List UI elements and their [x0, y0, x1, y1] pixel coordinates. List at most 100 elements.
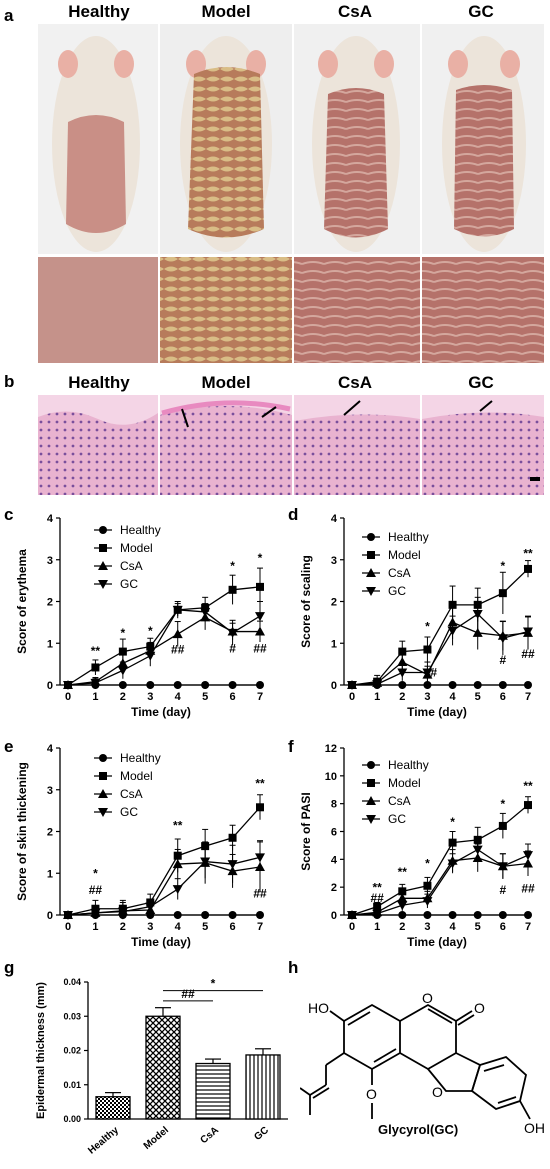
x-tick-label: 0 [349, 691, 355, 703]
data-point-gc [255, 612, 265, 622]
data-point-gc [397, 901, 408, 911]
legend-marker [367, 551, 375, 559]
significance-mark: * [93, 866, 98, 880]
closeup-model [160, 257, 292, 363]
data-point-gc [497, 862, 508, 872]
significance-mark: * [425, 857, 430, 871]
data-point-healthy [173, 911, 182, 919]
x-axis-label: Time (day) [131, 935, 191, 949]
methoxy-o-text: O [366, 1086, 377, 1102]
data-point-healthy [201, 681, 210, 689]
data-point-gc [372, 680, 383, 690]
glycyrol-structure: HO OH O O O O [300, 990, 545, 1136]
bar-model [145, 1015, 181, 1120]
data-point-healthy [228, 911, 237, 919]
y-tick-label: 1 [47, 868, 53, 880]
y-tick-label: 1 [331, 638, 337, 650]
significance-mark: ** [173, 818, 183, 832]
significance-mark: ## [181, 987, 195, 1001]
series-line-gc [351, 613, 529, 686]
legend-marker [98, 580, 108, 589]
x-tick-label: 6 [500, 921, 506, 933]
y-tick-label: 2 [47, 597, 53, 609]
significance-mark: * [258, 551, 263, 565]
y-tick-label: 0.02 [63, 1046, 81, 1056]
y-tick-label: 12 [325, 743, 337, 755]
y-tick-label: 0 [47, 680, 53, 692]
significance-mark: * [425, 620, 430, 634]
legend-label: Healthy [120, 523, 161, 537]
ho-text: HO [308, 1000, 329, 1016]
legend-marker [99, 772, 107, 780]
x-tick-label: 2 [120, 691, 126, 703]
panel-label-f: f [288, 737, 294, 756]
significance-mark: # [430, 666, 437, 680]
data-point-gc [422, 897, 433, 907]
data-point-healthy [146, 681, 155, 689]
legend-marker [98, 561, 108, 570]
data-point-gc [447, 626, 458, 636]
bar-gc [245, 1054, 281, 1120]
series-line-model [67, 806, 261, 916]
closeup-csa [294, 257, 420, 363]
y-tick-label: 0.00 [63, 1114, 81, 1124]
data-point-gc [227, 860, 238, 870]
legend-marker [367, 761, 375, 769]
data-point-model [256, 803, 264, 812]
panel-label-c: c [4, 505, 14, 524]
data-point-healthy [448, 911, 457, 919]
x-tick-label: 2 [399, 691, 405, 703]
data-point-gc [90, 908, 101, 918]
data-point-gc [347, 681, 357, 690]
data-point-gc [422, 668, 433, 678]
data-point-healthy [398, 681, 407, 689]
legend-marker [367, 533, 375, 541]
data-point-healthy [423, 681, 432, 689]
y-tick-label: 2 [331, 597, 337, 609]
x-tick-label: 5 [475, 921, 481, 933]
oh-text: OH [524, 1120, 545, 1136]
x-tick-label: 7 [257, 921, 263, 933]
data-point-gc [172, 605, 183, 615]
data-point-gc [200, 607, 211, 617]
x-tick-label: 6 [500, 691, 506, 703]
data-point-gc [200, 857, 211, 867]
legend-label: Model [388, 548, 421, 562]
legend-marker [366, 568, 376, 577]
significance-mark: * [501, 797, 506, 811]
x-tick-label: 4 [450, 691, 457, 703]
closeup-healthy [38, 257, 158, 363]
x-tick-label: 2 [120, 921, 126, 933]
x-tick-label: Model [142, 1125, 171, 1152]
legend-marker [366, 815, 376, 824]
histo-label-healthy: Healthy [68, 373, 130, 392]
significance-mark: ## [253, 641, 267, 655]
y-axis-label: Score of PASI [299, 792, 313, 870]
data-point-model [373, 902, 382, 911]
data-point-healthy [498, 681, 507, 689]
data-point-model [423, 645, 432, 654]
legend-label: GC [388, 812, 406, 826]
legend-marker [366, 587, 376, 596]
x-tick-label: 3 [424, 921, 430, 933]
data-point-model [228, 585, 237, 594]
histo-label-model: Model [201, 373, 251, 392]
x-tick-label: 6 [230, 691, 236, 703]
x-tick-label: Healthy [86, 1125, 121, 1157]
legend-label: Healthy [388, 758, 429, 772]
arrow-icon [343, 400, 361, 416]
x-tick-label: 3 [147, 691, 153, 703]
data-point-healthy [473, 911, 482, 919]
legend-label: GC [120, 805, 138, 819]
data-point-gc [472, 845, 483, 855]
data-point-csa [172, 629, 183, 639]
legend-label: Model [120, 541, 153, 555]
series-line-gc [67, 856, 261, 916]
x-tick-label: 3 [424, 691, 430, 703]
data-point-csa [255, 626, 265, 636]
data-point-healthy [498, 911, 507, 919]
mouse-photos [38, 24, 544, 363]
data-point-gc [497, 634, 508, 644]
legend-marker [99, 754, 107, 762]
